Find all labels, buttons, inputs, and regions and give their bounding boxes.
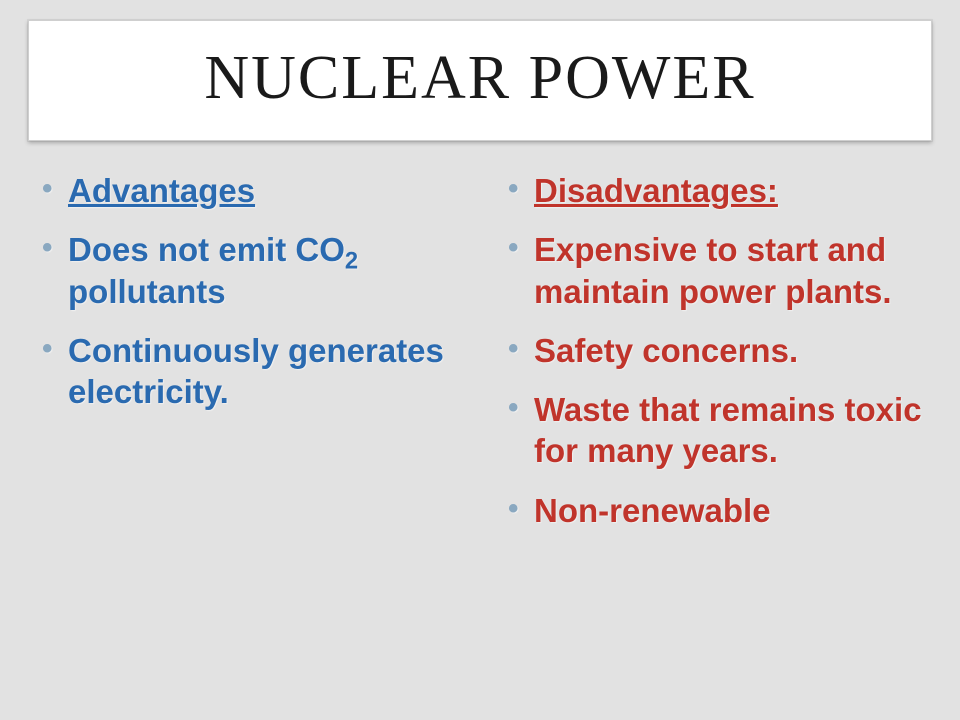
advantages-column: Advantages Does not emit CO2 pollutants …	[34, 170, 460, 690]
presentation-slide: NUCLEAR POWER Advantages Does not emit C…	[0, 0, 960, 720]
disadvantages-heading: Disadvantages:	[500, 170, 926, 211]
advantages-heading-text: Advantages	[68, 172, 255, 209]
list-item: Safety concerns.	[500, 330, 926, 371]
disadvantages-list: Disadvantages: Expensive to start and ma…	[500, 170, 926, 531]
advantages-list: Advantages Does not emit CO2 pollutants …	[34, 170, 460, 412]
list-item: Does not emit CO2 pollutants	[34, 229, 460, 312]
slide-title: NUCLEAR POWER	[59, 43, 901, 114]
content-columns: Advantages Does not emit CO2 pollutants …	[34, 170, 926, 690]
disadvantages-heading-text: Disadvantages:	[534, 172, 778, 209]
list-item: Waste that remains toxic for many years.	[500, 389, 926, 472]
list-item: Continuously generates electricity.	[34, 330, 460, 413]
list-item: Expensive to start and maintain power pl…	[500, 229, 926, 312]
list-item: Non-renewable	[500, 490, 926, 531]
advantages-heading: Advantages	[34, 170, 460, 211]
disadvantages-column: Disadvantages: Expensive to start and ma…	[500, 170, 926, 690]
title-container: NUCLEAR POWER	[28, 20, 932, 141]
